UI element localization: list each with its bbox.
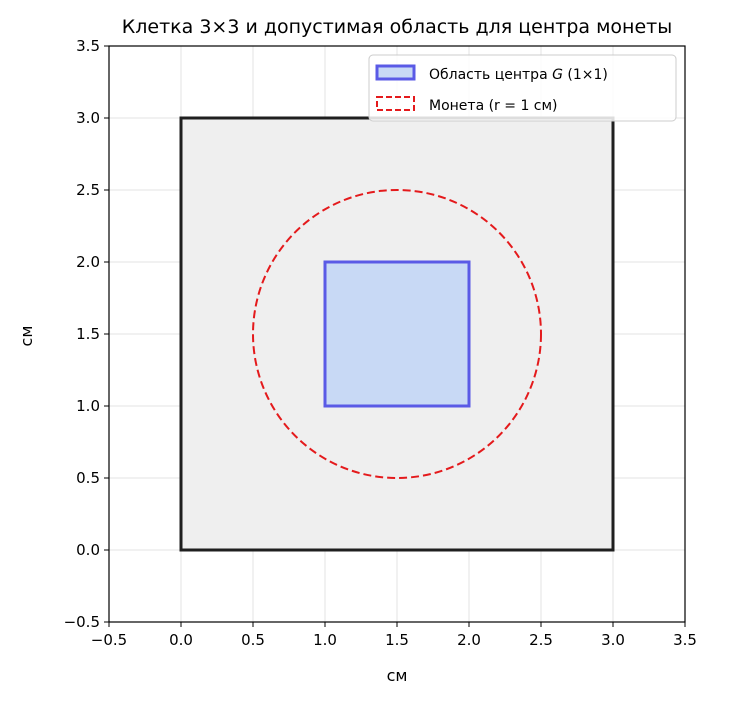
legend-label-region: Область центра G (1×1) [429, 67, 608, 83]
x-tick-label: 0.5 [241, 631, 265, 649]
x-tick-label: 0.0 [169, 631, 193, 649]
legend-swatch-coin [376, 96, 415, 111]
y-tick-label: 0.0 [76, 541, 100, 559]
x-tick-label: 2.5 [529, 631, 553, 649]
x-axis-label: см [387, 666, 408, 685]
y-axis-label: см [17, 326, 36, 347]
legend: Область центра G (1×1) Монета (r = 1 см) [368, 54, 677, 122]
y-tick-label: 0.5 [76, 469, 100, 487]
legend-label-coin: Монета (r = 1 см) [429, 98, 558, 114]
y-tick-label: 3.0 [76, 109, 100, 127]
legend-box [368, 54, 677, 122]
y-tick-label: −0.5 [64, 613, 100, 631]
y-tick-label: 2.5 [76, 181, 100, 199]
x-tick-label: 1.0 [313, 631, 337, 649]
x-axis-ticks: −0.5 0.0 0.5 1.0 1.5 2.0 2.5 3.0 3.5 [91, 622, 697, 649]
x-tick-label: 3.0 [601, 631, 625, 649]
legend-label-region-italic: G [552, 67, 563, 83]
y-tick-label: 2.0 [76, 253, 100, 271]
y-tick-label: 3.5 [76, 37, 100, 55]
y-tick-label: 1.5 [76, 325, 100, 343]
shapes [179, 116, 615, 552]
legend-swatch-region [375, 64, 416, 81]
x-tick-label: 1.5 [385, 631, 409, 649]
y-tick-label: 1.0 [76, 397, 100, 415]
center-region-g [323, 260, 471, 408]
x-tick-label: −0.5 [91, 631, 127, 649]
legend-label-region-suffix: (1×1) [563, 67, 608, 83]
chart-title: Клетка 3×3 и допустимая область для цент… [122, 16, 672, 38]
x-tick-label: 3.5 [673, 631, 697, 649]
y-axis-ticks: −0.5 0.0 0.5 1.0 1.5 2.0 2.5 3.0 3.5 [64, 37, 109, 631]
x-tick-label: 2.0 [457, 631, 481, 649]
coin-circle [252, 189, 542, 479]
legend-label-region-prefix: Область центра [429, 67, 552, 83]
